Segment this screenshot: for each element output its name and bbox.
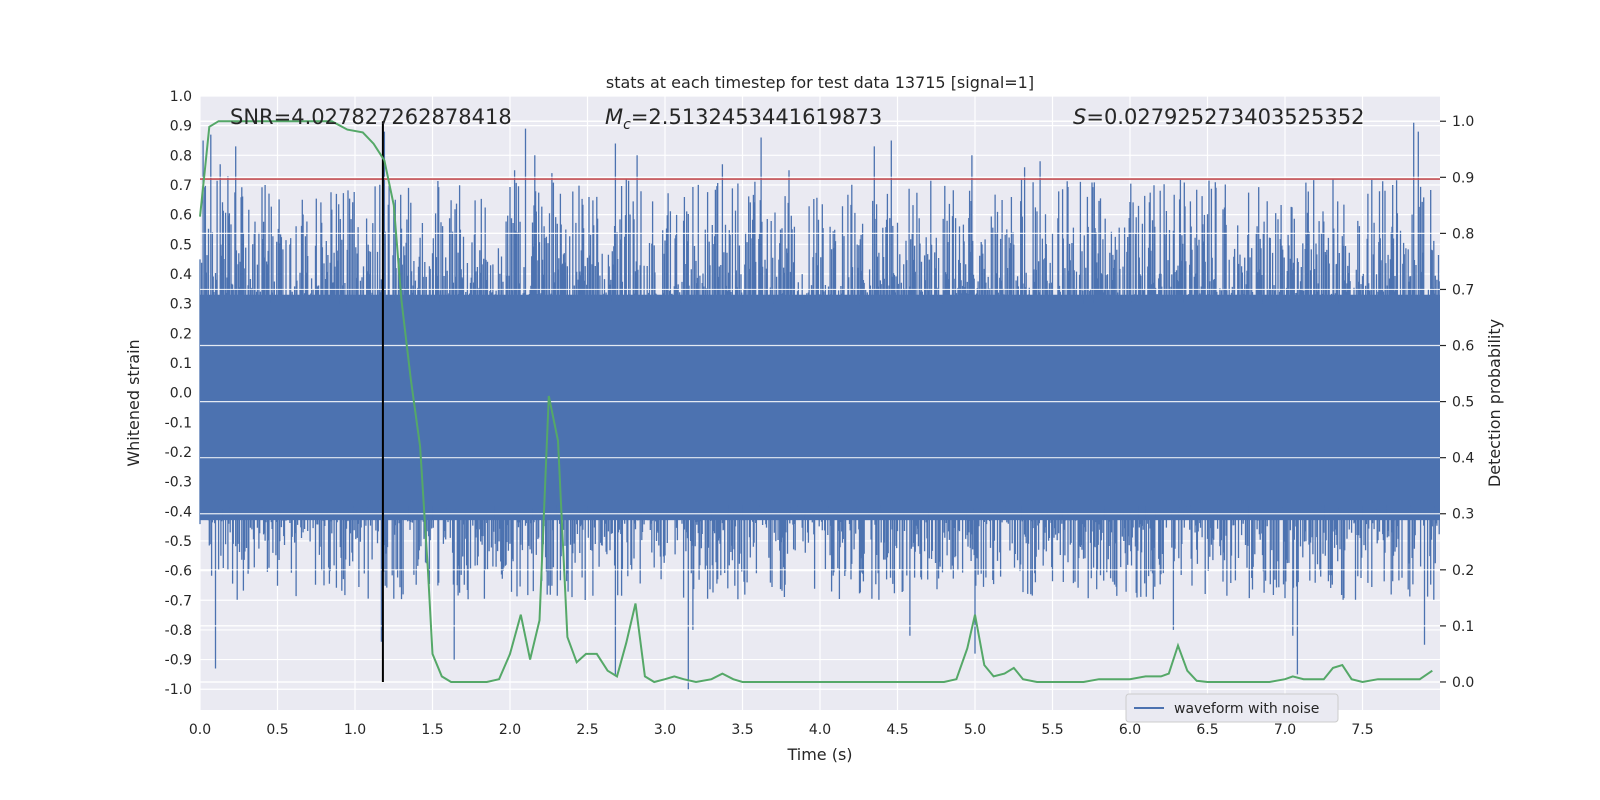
x-tick-label: 6.5	[1196, 722, 1218, 738]
chirp-mass-symbol: M	[605, 105, 623, 129]
y2-tick-label: 0.5	[1452, 395, 1474, 411]
legend-box	[1125, 693, 1339, 723]
x-tick-label: 1.0	[344, 722, 366, 738]
y2-tick-label: 0.2	[1452, 563, 1474, 579]
x-tick-label: 1.5	[421, 722, 443, 738]
x-tick-label: 5.5	[1041, 722, 1063, 738]
y-tick-label: 0.8	[170, 148, 192, 164]
y-tick-label: -0.5	[165, 534, 192, 550]
y2-tick-label: 0.6	[1452, 339, 1474, 355]
y2-axis-ticks: 1.0 0.9 0.8 0.7 0.6 0.5 0.4 0.3 0.2 0.1 0.0	[1440, 114, 1474, 691]
y-tick-label: 0.6	[170, 208, 192, 224]
x-tick-label: 7.0	[1274, 722, 1296, 738]
y-tick-label: -0.8	[165, 623, 192, 639]
detection-probability-series	[199, 120, 1433, 684]
x-tick-label: 3.0	[654, 722, 676, 738]
y-tick-label: 0.5	[170, 237, 192, 253]
x-tick-label: 2.5	[576, 722, 598, 738]
y-tick-label: 0.7	[170, 178, 192, 194]
y2-tick-label: 0.9	[1452, 170, 1474, 186]
y2-tick-label: 1.0	[1452, 114, 1474, 130]
y-tick-label: -1.0	[165, 682, 192, 698]
y2-tick-label: 0.3	[1452, 507, 1474, 523]
x-tick-label: 3.5	[731, 722, 753, 738]
s-annotation: S=0.027925273403525352	[1073, 105, 1364, 129]
chirp-mass-value: =2.5132453441619873	[631, 105, 882, 129]
y2-tick-label: 0.7	[1452, 282, 1474, 298]
y-tick-label: 1.0	[170, 89, 192, 105]
x-tick-label: 0.0	[189, 722, 211, 738]
y2-tick-label: 0.4	[1452, 451, 1474, 467]
chart-title: stats at each timestep for test data 137…	[606, 73, 1034, 92]
y2-axis-label: Detection probability	[1485, 319, 1504, 487]
y-tick-label: 0.1	[170, 356, 192, 372]
y-tick-label: 0.3	[170, 297, 192, 313]
x-axis-ticks: 0.0 0.5 1.0 1.5 2.0 2.5 3.0 3.5 4.0 4.5 5.0 5.5 6.0 6…	[189, 722, 1374, 738]
y-tick-label: -0.2	[165, 445, 192, 461]
s-symbol: S	[1073, 105, 1086, 129]
chirp-mass-subscript: c	[623, 117, 631, 133]
y-tick-label: -0.4	[165, 504, 192, 520]
snr-annotation: SNR=4.027827262878418	[230, 105, 512, 129]
y-axis-label: Whitened strain	[124, 339, 143, 466]
y2-tick-label: 0.8	[1452, 226, 1474, 242]
y2-tick-label: 0.0	[1452, 675, 1474, 691]
y-tick-label: 0.9	[170, 119, 192, 135]
y-tick-label: 0.2	[170, 326, 192, 342]
y-tick-label: -0.6	[165, 564, 192, 580]
y-tick-label: -0.9	[165, 653, 192, 669]
x-tick-label: 5.0	[964, 722, 986, 738]
y-tick-label: -0.7	[165, 593, 192, 609]
waveform-trace	[199, 122, 1440, 690]
s-value: =0.027925273403525352	[1086, 105, 1364, 129]
x-tick-label: 6.0	[1119, 722, 1141, 738]
x-tick-label: 2.0	[499, 722, 521, 738]
chirp-mass-annotation: Mc=2.5132453441619873	[605, 105, 882, 133]
waveform-series	[199, 120, 1440, 690]
y-tick-label: -0.1	[165, 415, 192, 431]
legend: waveform with noise	[1125, 693, 1339, 723]
y-axis-ticks: 1.0 0.9 0.8 0.7 0.6 0.5 0.4 0.3 0.2 0.1 0.0 -0.1 -0.…	[165, 89, 192, 698]
y-tick-label: 0.4	[170, 267, 192, 283]
x-tick-label: 0.5	[266, 722, 288, 738]
x-tick-label: 7.5	[1351, 722, 1373, 738]
y-tick-label: -0.3	[165, 475, 192, 491]
x-axis-label: Time (s)	[786, 745, 852, 764]
x-tick-label: 4.5	[886, 722, 908, 738]
legend-label: waveform with noise	[1174, 701, 1319, 717]
y-tick-label: 0.0	[170, 386, 192, 402]
y2-tick-label: 0.1	[1452, 619, 1474, 635]
x-tick-label: 4.0	[809, 722, 831, 738]
